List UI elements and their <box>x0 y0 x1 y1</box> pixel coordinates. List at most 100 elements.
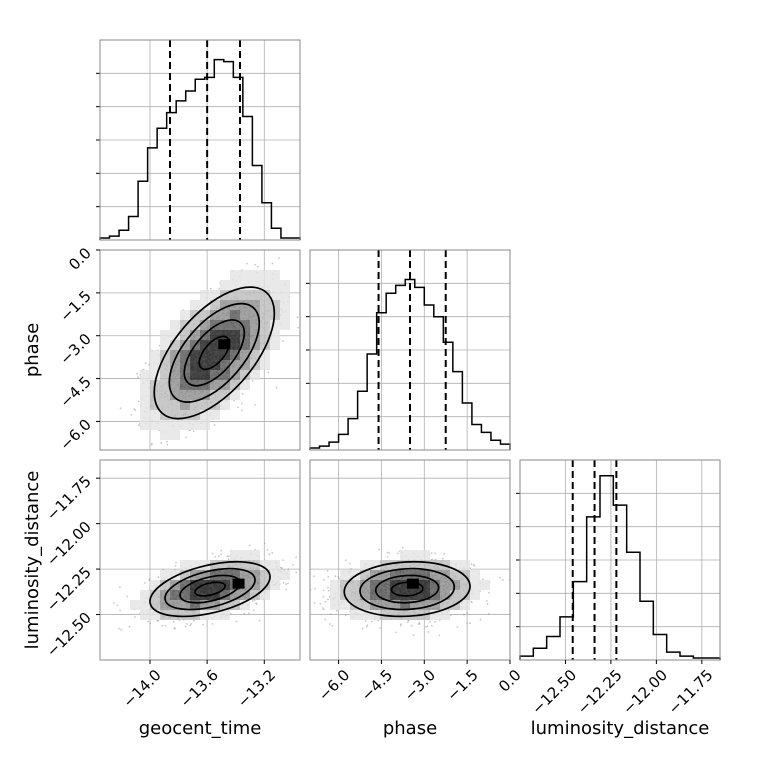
density-cell <box>280 280 290 290</box>
density-cell <box>370 580 380 590</box>
scatter-point <box>211 623 214 625</box>
scatter-point <box>257 265 259 268</box>
scatter-point <box>217 555 220 558</box>
density-cell <box>280 570 290 580</box>
density-cell <box>140 410 150 420</box>
density-cell <box>460 600 470 610</box>
scatter-point <box>482 578 484 581</box>
density-cell <box>230 340 240 350</box>
density-cell <box>460 580 470 590</box>
density-cell <box>240 270 250 280</box>
density-cell <box>210 570 220 580</box>
density-cell <box>270 290 280 300</box>
density-cell <box>350 580 360 590</box>
scatter-point <box>350 568 352 570</box>
scatter-point <box>327 589 330 592</box>
density-cell <box>360 570 370 580</box>
scatter-point <box>322 595 325 598</box>
tick-label-x-phase: 0.0 <box>495 666 525 696</box>
panel-geocent_time-vs-luminosity_distance <box>99 459 301 661</box>
density-cell <box>250 560 260 570</box>
density-cell <box>220 330 230 340</box>
density-cell <box>140 380 150 390</box>
scatter-point <box>144 362 147 365</box>
density-cell <box>170 320 180 330</box>
scatter-point <box>252 609 255 611</box>
scatter-point <box>434 552 436 555</box>
scatter-point <box>470 600 472 603</box>
density-cell <box>440 600 450 610</box>
density-cell <box>260 300 270 310</box>
density-cell <box>200 360 210 370</box>
scatter-point <box>281 567 283 569</box>
scatter-point <box>128 625 131 628</box>
density-cell <box>400 560 410 570</box>
scatter-point <box>303 297 305 299</box>
scatter-point <box>112 602 115 604</box>
density-cell <box>150 410 160 420</box>
density-cell <box>210 330 220 340</box>
histogram-panel-geocent_time <box>96 39 301 241</box>
scatter-point <box>337 576 340 578</box>
scatter-point <box>335 609 338 612</box>
density-cell <box>340 600 350 610</box>
density-cell <box>400 610 410 620</box>
tick-label-x-geocent_time: −13.6 <box>177 666 222 711</box>
density-cell <box>260 350 270 360</box>
density-cell <box>180 560 190 570</box>
scatter-point <box>136 372 139 375</box>
contour-1 <box>343 560 471 618</box>
density-cell <box>210 340 220 350</box>
scatter-point <box>386 556 389 558</box>
density-cell <box>270 300 280 310</box>
density-cell <box>170 330 180 340</box>
scatter-point <box>166 440 168 443</box>
scatter-point <box>331 624 334 627</box>
scatter-point <box>240 409 243 412</box>
scatter-point <box>426 625 429 628</box>
density-cell <box>450 590 460 600</box>
scatter-point <box>379 627 381 629</box>
density-cell <box>250 300 260 310</box>
density-cell <box>330 580 340 590</box>
density-cell <box>140 610 150 620</box>
density-cell <box>370 590 380 600</box>
scatter-point <box>304 258 306 260</box>
scatter-point <box>213 424 216 426</box>
density-cell <box>210 320 220 330</box>
axis-label-y-phase: phase <box>22 323 43 377</box>
density-cell <box>350 610 360 620</box>
scatter-point <box>449 614 452 617</box>
density-cell <box>420 590 430 600</box>
density-cell <box>210 580 220 590</box>
density-cell <box>170 350 180 360</box>
density-cell <box>220 600 230 610</box>
histogram-panel-luminosity_distance <box>516 459 721 661</box>
scatter-point <box>377 619 380 622</box>
density-cell <box>210 350 220 360</box>
density-cell <box>350 590 360 600</box>
density-cell <box>270 570 280 580</box>
tick-label-x-luminosity_distance: −11.75 <box>665 666 717 718</box>
density-cell <box>200 370 210 380</box>
density-cell <box>190 300 200 310</box>
density-cell <box>400 600 410 610</box>
scatter-point <box>406 621 409 624</box>
scatter-point <box>313 602 316 604</box>
scatter-point <box>468 622 471 625</box>
density-cell <box>150 400 160 410</box>
scatter-point <box>344 614 347 617</box>
tick-label-y-phase: 0.0 <box>65 244 95 274</box>
scatter-point <box>430 624 433 627</box>
density-cell <box>190 320 200 330</box>
density-cell <box>150 360 160 370</box>
density-cell <box>230 330 240 340</box>
scatter-point <box>185 623 188 625</box>
scatter-point <box>399 624 402 627</box>
density-cell <box>420 560 430 570</box>
density-cell <box>250 370 260 380</box>
scatter-point <box>248 544 251 547</box>
density-cell <box>190 390 200 400</box>
density-cell <box>200 320 210 330</box>
scatter-point <box>378 548 381 551</box>
